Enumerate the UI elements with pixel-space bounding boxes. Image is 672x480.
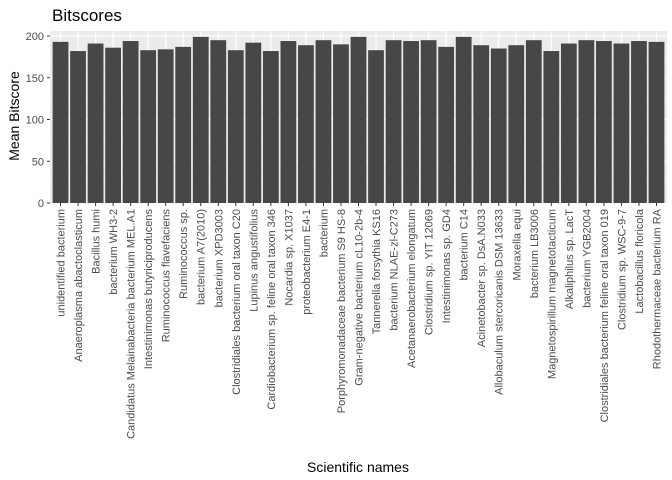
x-tick-label: Acetanaerobacterium elongatum [406, 209, 418, 368]
x-tick-label: Rhodothermaceae bacterium RA [651, 208, 663, 369]
x-tick-label: Magnetospirillum magnetotacticum [546, 209, 558, 379]
x-tick-label: Porphyromonadaceae bacterium S9 HS-8 [336, 209, 348, 413]
bar [420, 40, 437, 204]
x-tick-label: Intestinimonas sp. GD4 [441, 209, 453, 323]
x-tick-label: bacterium [318, 209, 330, 257]
bar [596, 41, 612, 204]
x-tick-label: bacterium A7(2010) [196, 209, 208, 305]
x-tick-label: Clostridiales bacterium oral taxon C20 [231, 209, 243, 395]
x-tick-label: Bacillus humi [91, 209, 103, 274]
y-tick-label: 50 [32, 156, 44, 168]
x-tick-label: Intestinimonas butyriciproducens [143, 209, 155, 370]
bar [560, 43, 577, 203]
bar [473, 45, 490, 203]
chart-title: Bitscores [52, 6, 122, 25]
x-tick-label: Alkaliphilus sp. LacT [564, 209, 576, 310]
x-tick-label: Clostridium sp. YIT 12069 [424, 209, 436, 335]
y-tick-label: 0 [38, 198, 44, 210]
y-axis: 0 50 100 150 200 [26, 31, 50, 210]
bar [175, 46, 192, 204]
y-tick-label: 200 [26, 31, 44, 43]
x-axis-title: Scientific names [307, 459, 409, 475]
x-tick-label: Moraxella equi [511, 209, 523, 281]
bar [105, 47, 121, 203]
x-tick-label: bacterium C14 [459, 209, 471, 281]
x-tick-label: Anaeroplasma abactoclasticum [73, 209, 85, 362]
y-tick-label: 100 [26, 115, 44, 127]
x-tick-label: Ruminococcus flavefaciens [161, 209, 173, 343]
bar [333, 44, 349, 203]
x-tick-label: Allobaculum stercoricanis DSM 13633 [494, 209, 506, 395]
x-tick-label: Ruminococcus sp. [178, 209, 190, 299]
bar [70, 51, 86, 203]
bar [52, 41, 69, 203]
bar [262, 51, 279, 203]
bar [298, 45, 314, 203]
x-tick-label: proteobacterium E4-1 [301, 209, 313, 315]
bar [245, 42, 262, 204]
x-tick-label: bacterium XPD3003 [213, 209, 225, 307]
x-tick-label: bacterium NLAE-zl-C273 [389, 209, 401, 331]
bar [122, 41, 139, 204]
y-tick-label: 150 [26, 73, 44, 85]
x-tick-label: Gram-negative bacterium cL10-2b-4 [354, 209, 366, 386]
bar [368, 50, 384, 203]
bar [508, 45, 525, 203]
x-tick-label: Tannerella forsythia KS16 [371, 209, 383, 334]
bar [648, 41, 665, 203]
bar [385, 40, 402, 204]
bar [280, 41, 297, 204]
bar [525, 40, 542, 204]
x-tick-label: unidentified bacterium [56, 209, 68, 317]
x-tick-label: Cardiobacterium sp. feline oral taxon 34… [266, 209, 278, 410]
bars [52, 36, 665, 204]
bar [315, 40, 332, 204]
x-tick-label: Nocardia sp. X1037 [283, 209, 295, 306]
x-tick-label: Lupinus angustifolius [248, 209, 260, 312]
bar [210, 40, 227, 204]
bar [227, 50, 244, 203]
bar [87, 43, 104, 203]
x-tick-label: bacterium WH3-2 [108, 209, 120, 295]
bar [140, 50, 157, 203]
bar [543, 51, 560, 203]
x-tick-label: Clostridiales bacterium feline oral taxo… [599, 209, 611, 422]
bar [350, 36, 367, 203]
x-tick-label: Clostridium sp. WSC-9-7 [616, 209, 628, 330]
bar [631, 41, 647, 204]
bar [192, 36, 209, 203]
x-tick-label: Acinetobacter sp. DsA.N033 [476, 209, 488, 347]
bar [438, 46, 455, 204]
x-tick-label: bacterium LB3006 [529, 209, 541, 298]
bar [403, 41, 419, 204]
x-tick-label: bacterium YGB2004 [581, 209, 593, 308]
x-tick-label: Candidatus Melainabacteria bacterium MEL… [126, 209, 138, 439]
bar [613, 43, 630, 203]
x-axis: unidentified bacterium Anaeroplasma abact… [56, 203, 663, 439]
bar [490, 48, 507, 203]
bar [455, 36, 472, 203]
y-axis-title: Mean Bitscore [6, 71, 22, 161]
bar [578, 40, 595, 204]
bar [157, 49, 174, 204]
x-tick-label: Lactobacillus floricola [634, 208, 646, 313]
